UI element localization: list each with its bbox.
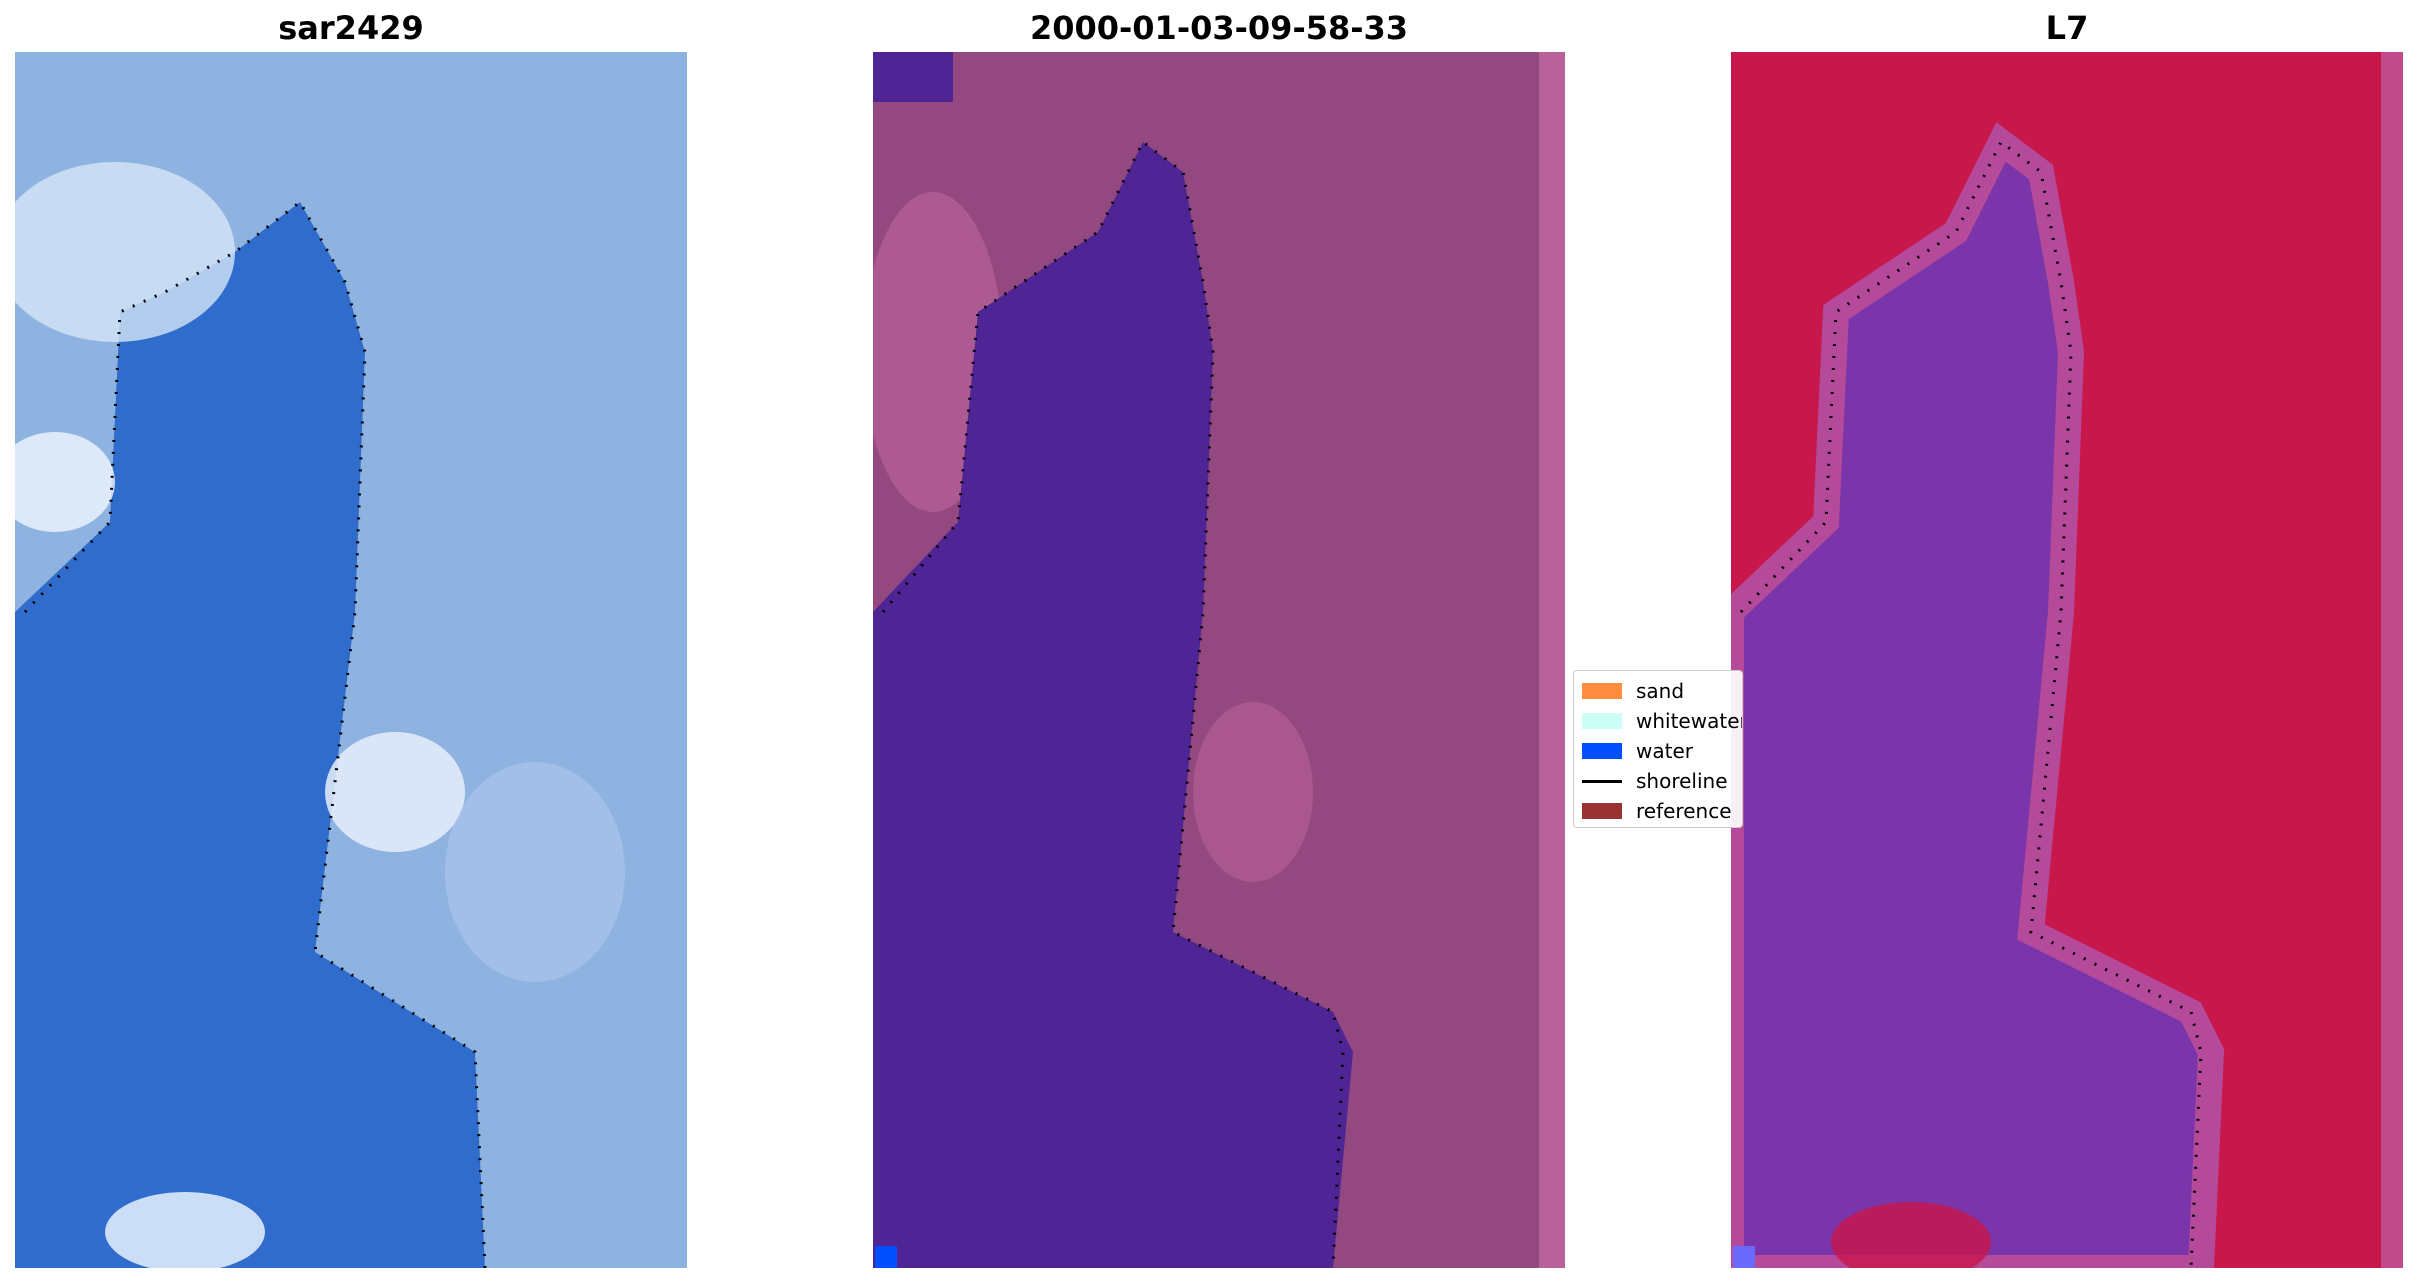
panel-title-ndwi: L7	[2045, 9, 2089, 47]
shoreline-dots	[1739, 139, 2203, 1268]
shoreline-dots	[881, 139, 1345, 1268]
ndwi-panel	[1731, 52, 2403, 1268]
legend-item-whitewater: whitewater	[1582, 706, 1742, 736]
ndwi-image	[1731, 52, 2403, 1268]
legend-item-shoreline: shoreline	[1582, 766, 1728, 796]
panel-title-classification: 2000-01-03-09-58-33	[1029, 9, 1409, 47]
shoreline-swatch	[1582, 779, 1622, 783]
sand-swatch	[1582, 683, 1622, 699]
rgb-image-panel	[15, 52, 687, 1268]
legend-item-sand: sand	[1582, 676, 1684, 706]
water-swatch	[1582, 743, 1622, 759]
rgb-image	[15, 52, 687, 1268]
legend-item-water: water	[1582, 736, 1693, 766]
whitewater-swatch	[1582, 713, 1622, 729]
reference-swatch	[1582, 803, 1622, 819]
classification-panel	[873, 52, 1565, 1268]
classification-image	[873, 52, 1565, 1268]
shoreline-dots	[23, 199, 487, 1268]
legend: sand whitewater water shoreline referenc…	[1573, 670, 1743, 828]
legend-item-reference: reference	[1582, 796, 1732, 826]
panel-title-rgb: sar2429	[278, 9, 424, 47]
